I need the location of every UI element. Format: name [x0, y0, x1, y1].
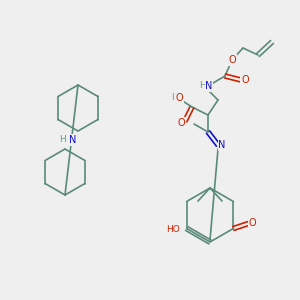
- Text: H: H: [59, 134, 66, 143]
- Text: H: H: [200, 82, 206, 91]
- Text: H: H: [172, 92, 178, 101]
- Text: O: O: [177, 118, 185, 128]
- Text: O: O: [249, 218, 256, 227]
- Text: N: N: [218, 140, 226, 150]
- Text: N: N: [205, 81, 213, 91]
- Text: O: O: [228, 55, 236, 65]
- Text: O: O: [241, 75, 249, 85]
- Text: O: O: [175, 93, 183, 103]
- Text: HO: HO: [166, 225, 179, 234]
- Text: N: N: [69, 135, 76, 145]
